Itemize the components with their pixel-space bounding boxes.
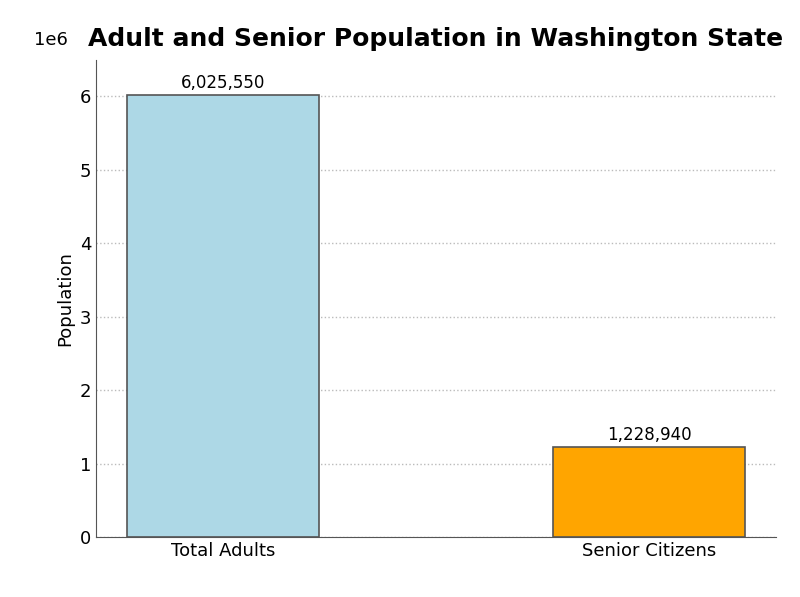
Title: Adult and Senior Population in Washington State: Adult and Senior Population in Washingto… [89, 27, 783, 51]
Text: 6,025,550: 6,025,550 [181, 73, 265, 91]
Text: 1,228,940: 1,228,940 [607, 426, 691, 444]
Bar [554, 447, 745, 537]
Text: 1e6: 1e6 [34, 30, 67, 48]
Y-axis label: Population: Population [56, 251, 74, 346]
Bar [127, 94, 318, 537]
